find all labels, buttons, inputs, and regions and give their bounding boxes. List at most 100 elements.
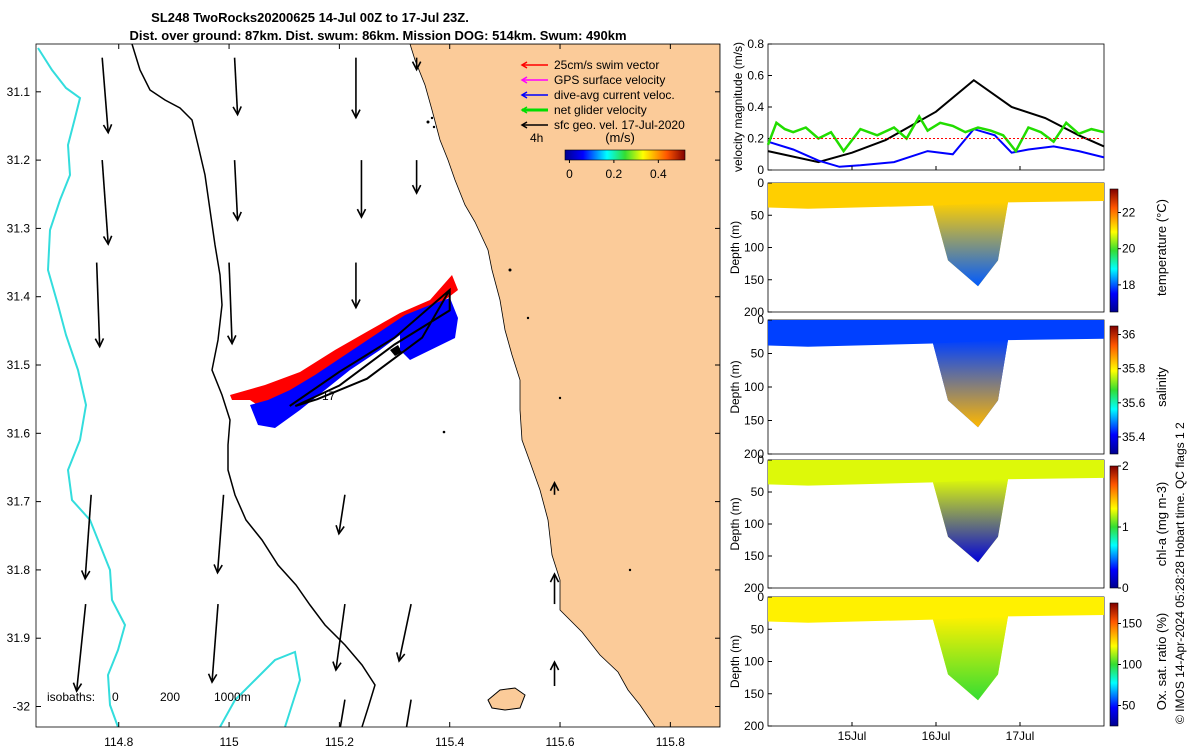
- velocity-y-tick: 0: [757, 163, 764, 177]
- section-surface-layer: [768, 183, 1104, 287]
- legend-entry: sfc geo. vel. 17-Jul-2020: [554, 118, 685, 132]
- map-y-tick: 31.1: [7, 85, 31, 99]
- velocity-y-tick: 0.2: [747, 132, 764, 146]
- velocity-vector: [211, 603, 219, 683]
- map-y-tick: 31.4: [7, 290, 31, 304]
- time-tick: 16Jul: [922, 729, 951, 743]
- legend-entry: 25cm/s swim vector: [554, 58, 659, 72]
- colorbar-tick: 0.4: [650, 167, 667, 181]
- map-frame: [35, 43, 721, 728]
- colorbar-label: chl-a (mg m-3): [1154, 482, 1169, 567]
- title-line2: Dist. over ground: 87km. Dist. swum: 86k…: [129, 28, 626, 43]
- section-y-tick: 50: [751, 622, 765, 636]
- section-y-tick: 0: [757, 176, 764, 190]
- section-y-tick: 150: [744, 273, 764, 287]
- section-surface-layer: [768, 597, 1104, 701]
- map-x-tick: 115.4: [435, 735, 464, 749]
- map-axis-ticks: 114.8 115 115.2 115.4 115.6 115.8 31.1 31.2 31.3…: [7, 44, 720, 749]
- map-y-tick: 31.8: [7, 563, 31, 577]
- velocity-vector: [95, 262, 101, 347]
- velocity-vector-head: [549, 572, 560, 583]
- velocity-series-line: [767, 78, 1105, 164]
- time-tick: 15Jul: [838, 729, 867, 743]
- section-ylabel: Depth (m): [728, 221, 742, 274]
- velocity-vector: [233, 57, 239, 115]
- velocity-vector-head: [549, 660, 560, 671]
- map-y-tick: 31.9: [7, 631, 31, 645]
- velocity-vector: [338, 494, 346, 534]
- colorbar-tick: 0: [566, 167, 573, 181]
- copyright-label: © IMOS 14-Apr-2024 05:28:28 Hobart time.…: [1173, 422, 1187, 724]
- legend-entry: net glider velocity: [554, 103, 647, 117]
- section-panel: 0 50 100 150 200 Depth (m) 35.4 35.6 35.8 36 salin…: [728, 313, 1169, 461]
- section-y-tick: 200: [744, 305, 764, 319]
- velocity-series-line: [766, 114, 1105, 154]
- colorbar-tick: 35.6: [1122, 396, 1146, 410]
- velocity-vector-head: [94, 338, 105, 349]
- velocity-vector-head: [351, 299, 361, 310]
- velocity-vector-head: [549, 481, 560, 492]
- colorbar-tick: 100: [1122, 658, 1142, 672]
- velocity-vector: [233, 160, 239, 221]
- map-y-tick: 31.6: [7, 426, 31, 440]
- velocity-vector-head: [411, 61, 422, 72]
- section-deep-layer: [933, 340, 1008, 428]
- velocity-y-tick: 0.6: [747, 69, 764, 83]
- velocity-y-tick: 0.4: [747, 100, 764, 114]
- section-colorbar: [1109, 188, 1119, 313]
- velocity-vector: [339, 699, 346, 727]
- velocity-vector: [398, 603, 412, 662]
- colorbar-tick: 2: [1122, 459, 1129, 473]
- map-x-tick: 114.8: [104, 735, 133, 749]
- velocity-vector: [216, 494, 225, 573]
- velocity-vector: [84, 494, 92, 579]
- section-panel: 0 50 100 150 200 Depth (m) 18 20 22 temperature (…: [728, 176, 1169, 319]
- speed-colorbar: 4h (m/s) 0 0.2 0.4: [530, 130, 686, 181]
- velocity-vector: [75, 603, 87, 692]
- track-day-label: 17: [322, 389, 336, 403]
- velocity-frame: [767, 43, 1105, 171]
- section-y-tick: 50: [751, 485, 765, 499]
- section-y-tick: 100: [744, 241, 764, 255]
- map-x-tick: 115.6: [545, 735, 574, 749]
- colorbar-tick: 20: [1122, 242, 1136, 256]
- velocity-vector-head: [232, 106, 242, 117]
- section-ylabel: Depth (m): [728, 360, 742, 413]
- colorbar-tick: 1: [1122, 520, 1129, 534]
- section-deep-layer: [933, 202, 1008, 287]
- velocity-vector-head: [207, 673, 218, 684]
- velocity-vector: [101, 160, 109, 245]
- colorbar-tick: 35.8: [1122, 362, 1146, 376]
- section-colorbar: [1109, 325, 1119, 455]
- velocity-vector: [228, 262, 233, 344]
- land-area: [409, 44, 720, 727]
- section-surface-layer: [768, 320, 1104, 428]
- colorbar-units: (m/s): [605, 130, 635, 145]
- colorbar-tick: 18: [1122, 278, 1136, 292]
- legend-arrow: [520, 76, 528, 84]
- colorbar-label: salinity: [1154, 367, 1169, 407]
- legend-arrow: [520, 91, 528, 99]
- section-deep-layer: [933, 479, 1008, 563]
- isobath-1000m: [37, 47, 127, 727]
- isobath-value: 200: [160, 690, 180, 704]
- section-y-tick: 0: [757, 453, 764, 467]
- rottnest-island: [487, 687, 526, 711]
- velocity-vector-head: [356, 208, 367, 219]
- legend-entry: GPS surface velocity: [554, 73, 665, 87]
- section-ylabel: Depth (m): [728, 635, 742, 688]
- colorbar-tick: 36: [1122, 328, 1136, 342]
- velocity-vector-head: [72, 682, 83, 693]
- section-deep-layer: [933, 616, 1008, 701]
- colorbar-tick: 0: [1122, 581, 1129, 595]
- title-line1: SL248 TwoRocks20200625 14-Jul 00Z to 17-…: [151, 10, 469, 25]
- isobath-value: 0: [112, 690, 119, 704]
- colorbar-label: Ox. sat. ratio (%): [1154, 613, 1169, 711]
- velocity-ylabel: velocity magnitude (m/s): [731, 42, 745, 172]
- velocity-vector: [335, 603, 346, 671]
